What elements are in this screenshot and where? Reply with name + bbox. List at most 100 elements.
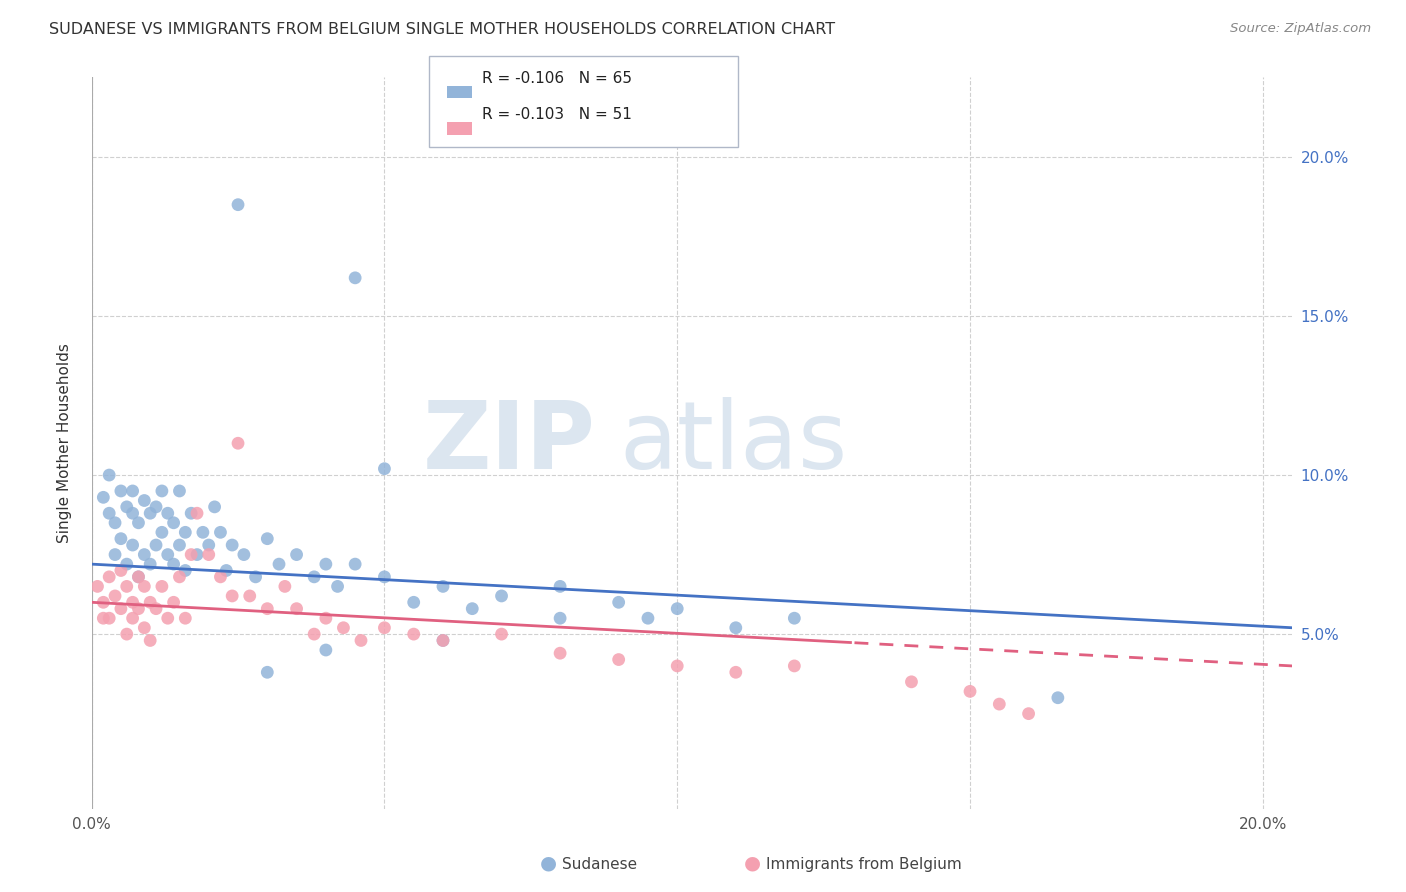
Point: [724, 665, 747, 680]
Point: [156, 548, 179, 562]
Point: [186, 506, 208, 520]
Point: [110, 601, 132, 615]
Point: [134, 579, 156, 593]
Point: [548, 579, 571, 593]
Point: [145, 538, 167, 552]
Point: [162, 595, 184, 609]
Text: SUDANESE VS IMMIGRANTS FROM BELGIUM SINGLE MOTHER HOUSEHOLDS CORRELATION CHART: SUDANESE VS IMMIGRANTS FROM BELGIUM SING…: [49, 22, 835, 37]
Text: Sudanese: Sudanese: [562, 857, 637, 872]
Point: [110, 532, 132, 546]
Point: [232, 548, 254, 562]
Point: [110, 564, 132, 578]
Point: [783, 659, 806, 673]
Point: [134, 493, 156, 508]
Point: [186, 548, 208, 562]
Point: [121, 538, 143, 552]
Point: [666, 659, 689, 673]
Point: [209, 570, 232, 584]
Point: [226, 436, 249, 450]
Point: [121, 506, 143, 520]
Point: [432, 633, 454, 648]
Text: ZIP: ZIP: [423, 397, 596, 489]
Point: [491, 627, 513, 641]
Point: [245, 570, 267, 584]
Point: [86, 579, 108, 593]
Point: [115, 579, 138, 593]
Point: [121, 595, 143, 609]
Point: [432, 633, 454, 648]
Point: [315, 611, 337, 625]
Point: [139, 595, 162, 609]
Point: [326, 579, 349, 593]
Point: [145, 500, 167, 514]
Text: Source: ZipAtlas.com: Source: ZipAtlas.com: [1230, 22, 1371, 36]
Point: [134, 548, 156, 562]
Point: [162, 557, 184, 571]
Point: [145, 601, 167, 615]
Point: [1046, 690, 1069, 705]
Point: [98, 611, 121, 625]
Point: [256, 532, 278, 546]
Point: [127, 601, 149, 615]
Y-axis label: Single Mother Households: Single Mother Households: [58, 343, 72, 543]
Point: [221, 538, 243, 552]
Point: [174, 525, 197, 540]
Point: [285, 601, 308, 615]
Point: [197, 548, 219, 562]
Point: [274, 579, 297, 593]
Point: [180, 506, 202, 520]
Point: [332, 621, 354, 635]
Point: [127, 570, 149, 584]
Point: [315, 557, 337, 571]
Point: [215, 564, 238, 578]
Point: [344, 270, 367, 285]
Point: [267, 557, 290, 571]
Point: [91, 611, 114, 625]
Point: [637, 611, 659, 625]
Point: [226, 197, 249, 211]
Point: [197, 538, 219, 552]
Point: [373, 461, 395, 475]
Point: [1018, 706, 1040, 721]
Point: [104, 516, 127, 530]
Point: [180, 548, 202, 562]
Point: [988, 697, 1011, 711]
Point: [104, 589, 127, 603]
Text: atlas: atlas: [620, 397, 848, 489]
Point: [402, 627, 425, 641]
Point: [98, 570, 121, 584]
Point: [959, 684, 981, 698]
Point: [256, 601, 278, 615]
Point: [302, 627, 325, 641]
Point: [139, 506, 162, 520]
Point: [104, 548, 127, 562]
Text: R = -0.106   N = 65: R = -0.106 N = 65: [482, 70, 633, 86]
Point: [174, 611, 197, 625]
Point: [127, 570, 149, 584]
Point: [98, 506, 121, 520]
Point: [256, 665, 278, 680]
Point: [162, 516, 184, 530]
Point: [344, 557, 367, 571]
Point: [115, 627, 138, 641]
Point: [169, 483, 191, 498]
Point: [548, 611, 571, 625]
Point: [139, 633, 162, 648]
Point: [607, 595, 630, 609]
Point: [150, 483, 173, 498]
Text: ●: ●: [744, 854, 761, 872]
Point: [239, 589, 262, 603]
Point: [209, 525, 232, 540]
Point: [121, 611, 143, 625]
Point: [221, 589, 243, 603]
Point: [402, 595, 425, 609]
Text: ●: ●: [540, 854, 557, 872]
Point: [98, 468, 121, 483]
Point: [302, 570, 325, 584]
Point: [285, 548, 308, 562]
Point: [134, 621, 156, 635]
Point: [432, 579, 454, 593]
Point: [150, 579, 173, 593]
Point: [169, 570, 191, 584]
Point: [139, 557, 162, 571]
